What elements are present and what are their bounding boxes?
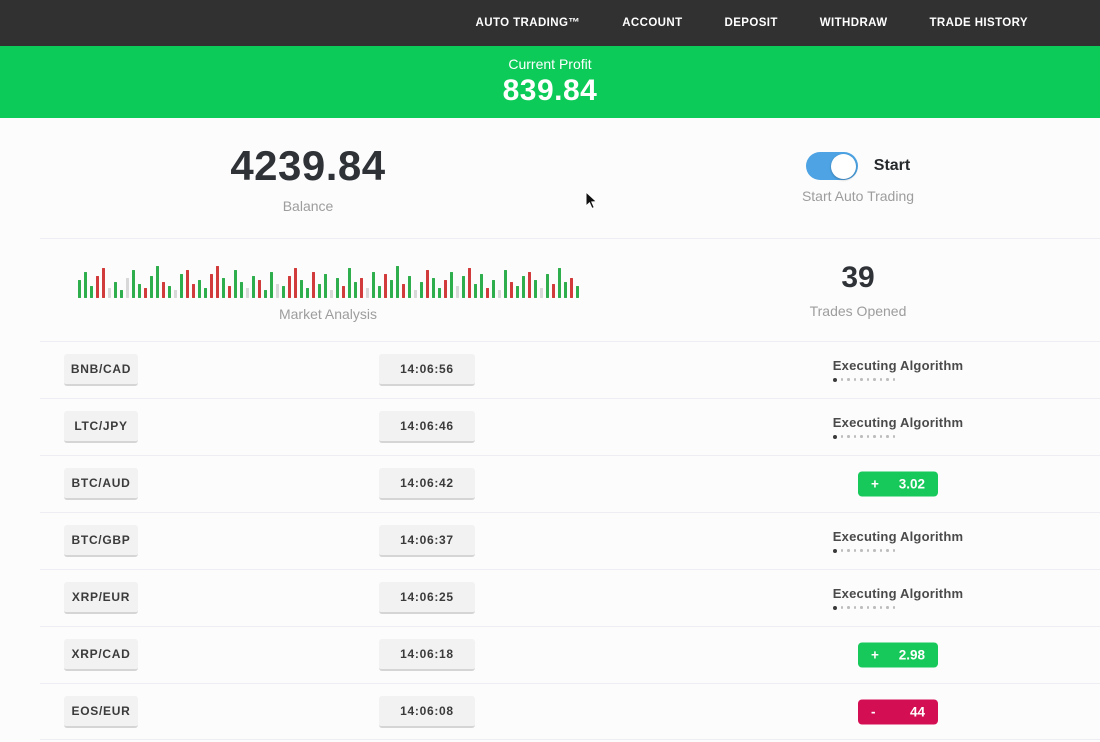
executing-status: Executing Algorithm	[832, 357, 964, 382]
result-amount: 2.98	[898, 647, 925, 662]
trade-time-badge: 14:06:46	[379, 410, 475, 443]
balance-label: Balance	[282, 198, 334, 214]
executing-label: Executing Algorithm	[832, 528, 964, 544]
trade-status: + 2.98	[798, 642, 998, 667]
result-sign: +	[871, 476, 879, 491]
toggle-label: Start	[873, 157, 911, 174]
trade-row: LTC/JPY 14:06:46 Executing Algorithm	[0, 398, 1100, 455]
pair-badge: BNB/CAD	[64, 353, 138, 386]
trade-time-badge: 14:06:37	[379, 524, 475, 557]
trade-time-badge: 14:06:25	[379, 581, 475, 614]
trade-time-badge: 14:06:18	[379, 638, 475, 671]
trade-time-badge: 14:06:42	[379, 467, 475, 500]
executing-label: Executing Algorithm	[832, 357, 964, 373]
executing-status: Executing Algorithm	[832, 414, 964, 439]
trade-status: Executing Algorithm	[798, 529, 998, 553]
executing-label: Executing Algorithm	[832, 414, 964, 430]
current-profit-value: 839.84	[502, 74, 598, 107]
progress-dots-icon	[832, 377, 963, 382]
progress-dots-icon	[832, 605, 963, 610]
trade-status: + 3.02	[798, 471, 998, 496]
trade-time-badge: 14:06:08	[379, 695, 475, 728]
stats-row-market: Market Analysis 39 Trades Opened	[40, 238, 1100, 341]
pair-badge: BTC/GBP	[64, 524, 138, 557]
trade-time-badge: 14:06:56	[379, 353, 475, 386]
balance-value: 4239.84	[230, 142, 386, 189]
executing-label: Executing Algorithm	[832, 585, 964, 601]
market-analysis-label: Market Analysis	[278, 306, 378, 322]
trades-opened-value: 39	[841, 261, 875, 294]
trade-status: Executing Algorithm	[798, 415, 998, 439]
nav-item-auto-trading[interactable]: AUTO TRADING™	[475, 17, 581, 29]
result-badge: + 2.98	[858, 642, 938, 667]
result-badge: - 44	[858, 699, 938, 724]
trade-row: XRP/EUR 14:06:25 Executing Algorithm	[0, 569, 1100, 626]
trade-row: XRP/CAD 14:06:18 + 2.98	[0, 626, 1100, 683]
result-badge: + 3.02	[858, 471, 938, 496]
current-profit-label: Current Profit	[508, 56, 592, 72]
executing-status: Executing Algorithm	[832, 585, 964, 610]
toggle-knob	[831, 153, 857, 179]
trade-status: Executing Algorithm	[798, 358, 998, 382]
trades-list: BNB/CAD 14:06:56 Executing Algorithm LTC…	[0, 341, 1100, 740]
nav-item-account[interactable]: ACCOUNT	[622, 17, 683, 29]
market-analysis-chart	[77, 258, 579, 298]
nav-item-withdraw[interactable]: WITHDRAW	[819, 17, 888, 29]
pair-badge: LTC/JPY	[64, 410, 138, 443]
trades-opened-label: Trades Opened	[809, 303, 907, 319]
result-amount: 44	[909, 704, 925, 719]
pair-badge: BTC/AUD	[64, 467, 138, 500]
result-amount: 3.02	[898, 476, 925, 491]
trade-status: - 44	[798, 699, 998, 724]
pair-badge: XRP/EUR	[64, 581, 138, 614]
trade-row: BNB/CAD 14:06:56 Executing Algorithm	[0, 341, 1100, 398]
stats-row-balance: 4239.84 Balance Start Start Auto Trading	[0, 118, 1100, 238]
current-profit-banner: Current Profit 839.84	[0, 46, 1100, 118]
pair-badge: EOS/EUR	[64, 695, 138, 728]
result-sign: -	[871, 704, 876, 719]
auto-trading-toggle[interactable]	[805, 152, 858, 180]
trade-row: EOS/EUR 14:06:08 - 44	[0, 683, 1100, 740]
result-sign: +	[871, 647, 879, 662]
nav-item-deposit[interactable]: DEPOSIT	[724, 17, 778, 29]
progress-dots-icon	[832, 434, 963, 439]
trade-row: BTC/AUD 14:06:42 + 3.02	[0, 455, 1100, 512]
progress-dots-icon	[832, 548, 963, 553]
auto-trading-label: Start Auto Trading	[801, 188, 915, 204]
pair-badge: XRP/CAD	[64, 638, 138, 671]
executing-status: Executing Algorithm	[832, 528, 964, 553]
trade-row: BTC/GBP 14:06:37 Executing Algorithm	[0, 512, 1100, 569]
trade-status: Executing Algorithm	[798, 586, 998, 610]
nav-item-trade-history[interactable]: TRADE HISTORY	[929, 17, 1028, 29]
top-navbar: AUTO TRADING™ ACCOUNT DEPOSIT WITHDRAW T…	[0, 0, 1100, 46]
